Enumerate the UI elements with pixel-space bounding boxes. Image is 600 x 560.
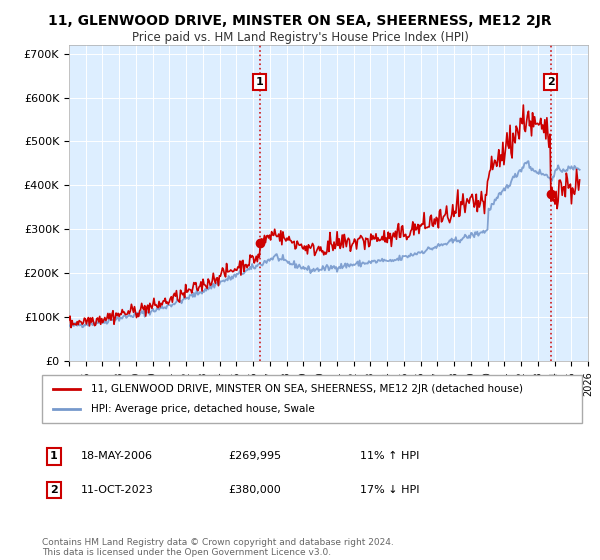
Text: 11, GLENWOOD DRIVE, MINSTER ON SEA, SHEERNESS, ME12 2JR: 11, GLENWOOD DRIVE, MINSTER ON SEA, SHEE… — [48, 14, 552, 28]
Text: 1: 1 — [256, 77, 263, 87]
Text: 11-OCT-2023: 11-OCT-2023 — [81, 485, 154, 495]
FancyBboxPatch shape — [42, 375, 582, 423]
Text: 18-MAY-2006: 18-MAY-2006 — [81, 451, 153, 461]
Text: 1: 1 — [50, 451, 58, 461]
Text: Price paid vs. HM Land Registry's House Price Index (HPI): Price paid vs. HM Land Registry's House … — [131, 31, 469, 44]
Text: 2: 2 — [50, 485, 58, 495]
Text: 11, GLENWOOD DRIVE, MINSTER ON SEA, SHEERNESS, ME12 2JR (detached house): 11, GLENWOOD DRIVE, MINSTER ON SEA, SHEE… — [91, 384, 523, 394]
Text: 2: 2 — [547, 77, 555, 87]
Text: HPI: Average price, detached house, Swale: HPI: Average price, detached house, Swal… — [91, 404, 314, 414]
Text: Contains HM Land Registry data © Crown copyright and database right 2024.
This d: Contains HM Land Registry data © Crown c… — [42, 538, 394, 557]
Text: 17% ↓ HPI: 17% ↓ HPI — [360, 485, 419, 495]
Text: £380,000: £380,000 — [228, 485, 281, 495]
Text: £269,995: £269,995 — [228, 451, 281, 461]
Text: 11% ↑ HPI: 11% ↑ HPI — [360, 451, 419, 461]
